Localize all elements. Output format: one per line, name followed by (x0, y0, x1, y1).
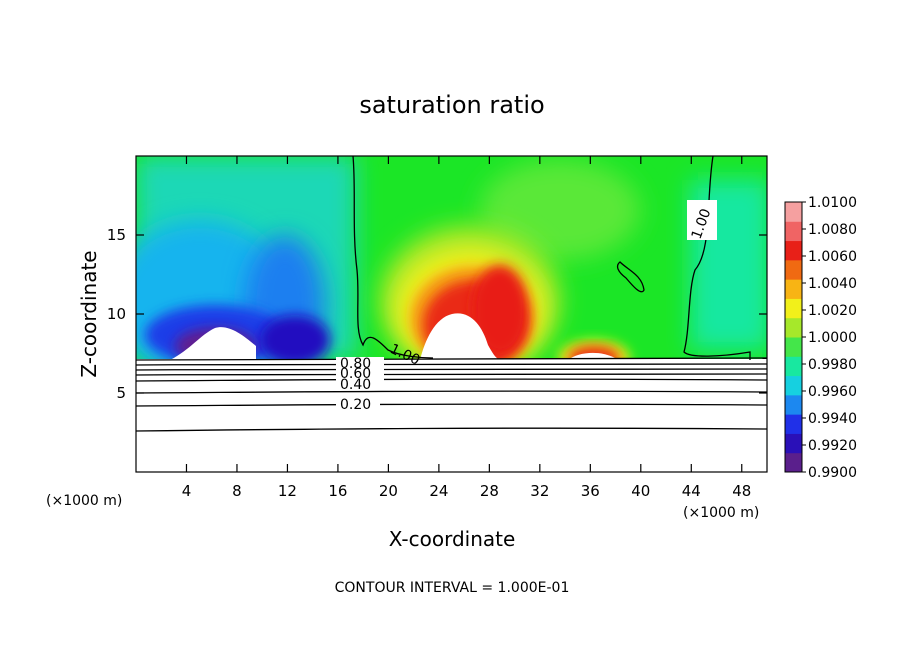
contour-label-bg (336, 200, 717, 411)
colorbar-swatch (785, 298, 802, 319)
x-tick-label: 36 (581, 482, 600, 500)
x-tick-label: 28 (480, 482, 499, 500)
colorbar-label: 1.0100 (808, 195, 857, 211)
chart-title: saturation ratio (359, 91, 544, 119)
colorbar-swatch (785, 337, 802, 357)
colorbar-label: 1.0060 (808, 249, 857, 265)
colorbar-label: 1.0040 (808, 276, 857, 292)
x-tick-label: 8 (232, 482, 242, 500)
colorbar-label: 1.0020 (808, 303, 857, 319)
contour-interval-note: CONTOUR INTERVAL = 1.000E-01 (335, 580, 570, 596)
x-unit-label-right: (×1000 m) (683, 505, 759, 521)
colorbar-swatch (785, 452, 802, 473)
x-axis: 4 8 12 16 20 24 28 32 36 40 44 48 (182, 156, 751, 500)
colorbar-label: 0.9960 (808, 384, 857, 400)
colorbar-label: 1.0080 (808, 222, 857, 238)
contour-lines (136, 156, 767, 432)
x-tick-label: 32 (530, 482, 549, 500)
x-tick-label: 20 (379, 482, 398, 500)
field-shading (136, 156, 767, 472)
plot-area (136, 156, 767, 472)
colorbar-swatch (785, 414, 802, 434)
x-tick-label: 48 (732, 482, 751, 500)
colorbar-swatch (785, 375, 802, 396)
colorbar-swatch (785, 317, 802, 338)
colorbar-label: 0.9980 (808, 357, 857, 373)
x-unit-label-left: (×1000 m) (46, 493, 122, 509)
y-tick-label: 15 (107, 226, 126, 244)
colorbar-swatch (785, 433, 802, 454)
x-tick-label: 4 (182, 482, 192, 500)
colorbar-label: 0.9940 (808, 411, 857, 427)
x-tick-label: 44 (682, 482, 701, 500)
colorbar: 1.0100 1.0080 1.0060 1.0040 1.0020 1.0000 0.99… (784, 195, 857, 481)
contour-label-020: 0.20 (340, 397, 371, 413)
colorbar-swatch (785, 221, 802, 242)
contour-label-080: 0.80 (340, 356, 371, 372)
y-axis-label: Z-coordinate (77, 250, 101, 377)
colorbar-label: 1.0000 (808, 330, 857, 346)
colorbar-label: 0.9900 (808, 465, 857, 481)
y-axis: 5 10 15 (107, 226, 767, 402)
colorbar-swatch (785, 259, 802, 280)
y-tick-label: 10 (107, 305, 126, 323)
x-tick-label: 40 (631, 482, 650, 500)
x-tick-label: 12 (278, 482, 297, 500)
x-axis-label: X-coordinate (389, 527, 516, 551)
colorbar-label: 0.9920 (808, 438, 857, 454)
contour-label-060: 0.60 (340, 366, 371, 382)
colorbar-swatch (785, 240, 802, 261)
colorbar-swatch (785, 279, 802, 299)
x-tick-label: 24 (429, 482, 448, 500)
x-tick-label: 16 (328, 482, 347, 500)
colorbar-swatch (785, 202, 802, 222)
colorbar-swatch (785, 356, 802, 377)
colorbar-swatch (785, 394, 802, 415)
contour-label-040: 0.40 (340, 377, 371, 393)
y-tick-label: 5 (116, 384, 126, 402)
